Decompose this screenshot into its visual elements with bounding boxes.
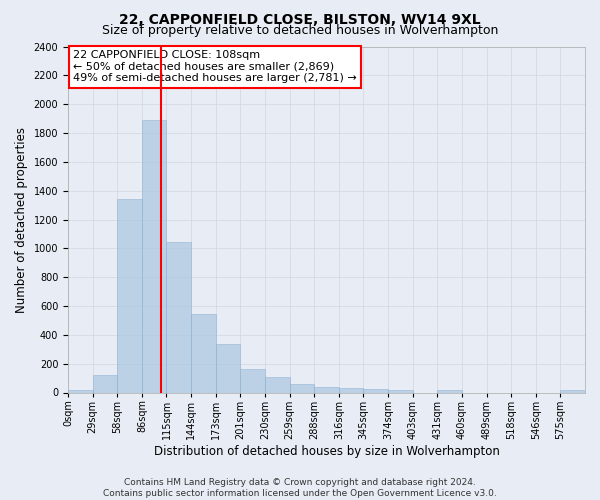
Bar: [191, 314, 216, 392]
Text: 22 CAPPONFIELD CLOSE: 108sqm
← 50% of detached houses are smaller (2,869)
49% of: 22 CAPPONFIELD CLOSE: 108sqm ← 50% of de…: [73, 50, 357, 83]
Bar: [265, 376, 290, 392]
Text: Contains HM Land Registry data © Crown copyright and database right 2024.
Contai: Contains HM Land Registry data © Crown c…: [103, 478, 497, 498]
Y-axis label: Number of detached properties: Number of detached properties: [15, 126, 28, 312]
Bar: [560, 390, 585, 392]
X-axis label: Distribution of detached houses by size in Wolverhampton: Distribution of detached houses by size …: [154, 444, 499, 458]
Text: Size of property relative to detached houses in Wolverhampton: Size of property relative to detached ho…: [102, 24, 498, 37]
Bar: [388, 390, 413, 392]
Bar: [364, 389, 388, 392]
Text: 22, CAPPONFIELD CLOSE, BILSTON, WV14 9XL: 22, CAPPONFIELD CLOSE, BILSTON, WV14 9XL: [119, 12, 481, 26]
Bar: [216, 344, 241, 393]
Bar: [92, 375, 117, 392]
Bar: [437, 390, 462, 392]
Bar: [339, 388, 364, 392]
Bar: [142, 120, 166, 392]
Bar: [117, 200, 142, 392]
Bar: [314, 388, 339, 392]
Bar: [68, 390, 92, 392]
Bar: [241, 368, 265, 392]
Bar: [166, 242, 191, 392]
Bar: [290, 384, 314, 392]
